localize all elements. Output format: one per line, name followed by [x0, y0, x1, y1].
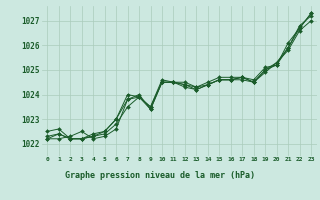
Text: Graphe pression niveau de la mer (hPa): Graphe pression niveau de la mer (hPa) [65, 171, 255, 180]
